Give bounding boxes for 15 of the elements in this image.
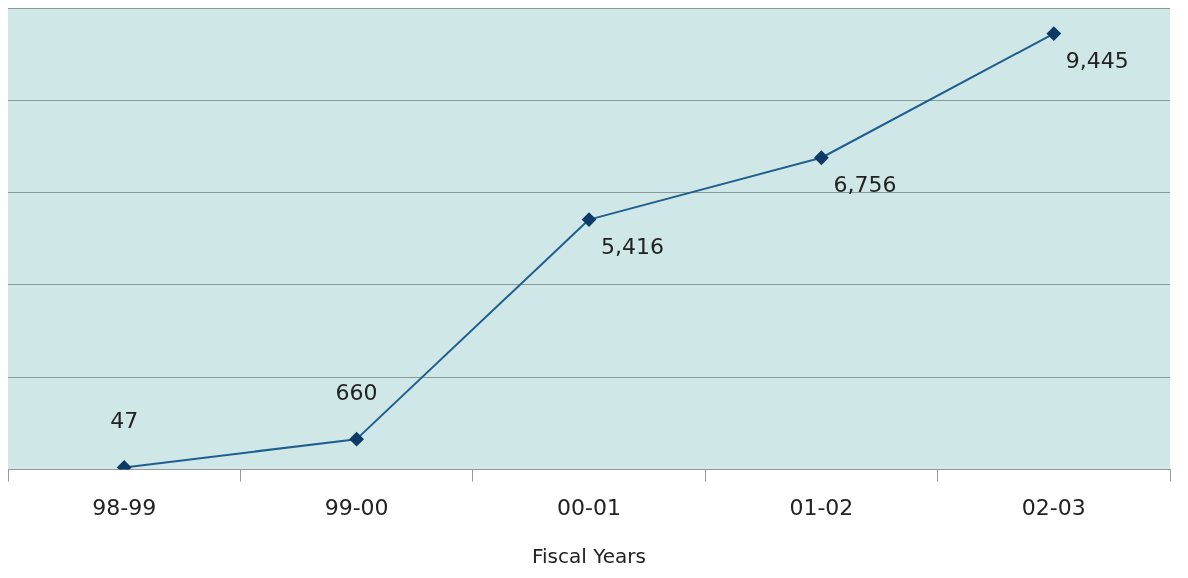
- data-label: 6,756: [833, 172, 897, 198]
- x-tick-label: 98-99: [92, 494, 157, 520]
- data-label: 9,445: [1065, 48, 1129, 74]
- x-axis-title: Fiscal Years: [532, 544, 646, 569]
- x-tick-label: 99-00: [324, 494, 389, 520]
- x-tick-label: 02-03: [1021, 494, 1086, 520]
- x-tick-label: 00-01: [557, 494, 621, 520]
- point: [349, 432, 364, 447]
- data-label: 5,416: [601, 234, 664, 260]
- x-tick-label: 01-02: [789, 494, 854, 520]
- data-label: 660: [335, 379, 378, 405]
- point: [582, 212, 596, 227]
- data-label: 47: [110, 408, 139, 434]
- point: [1046, 26, 1061, 41]
- point: [814, 150, 829, 165]
